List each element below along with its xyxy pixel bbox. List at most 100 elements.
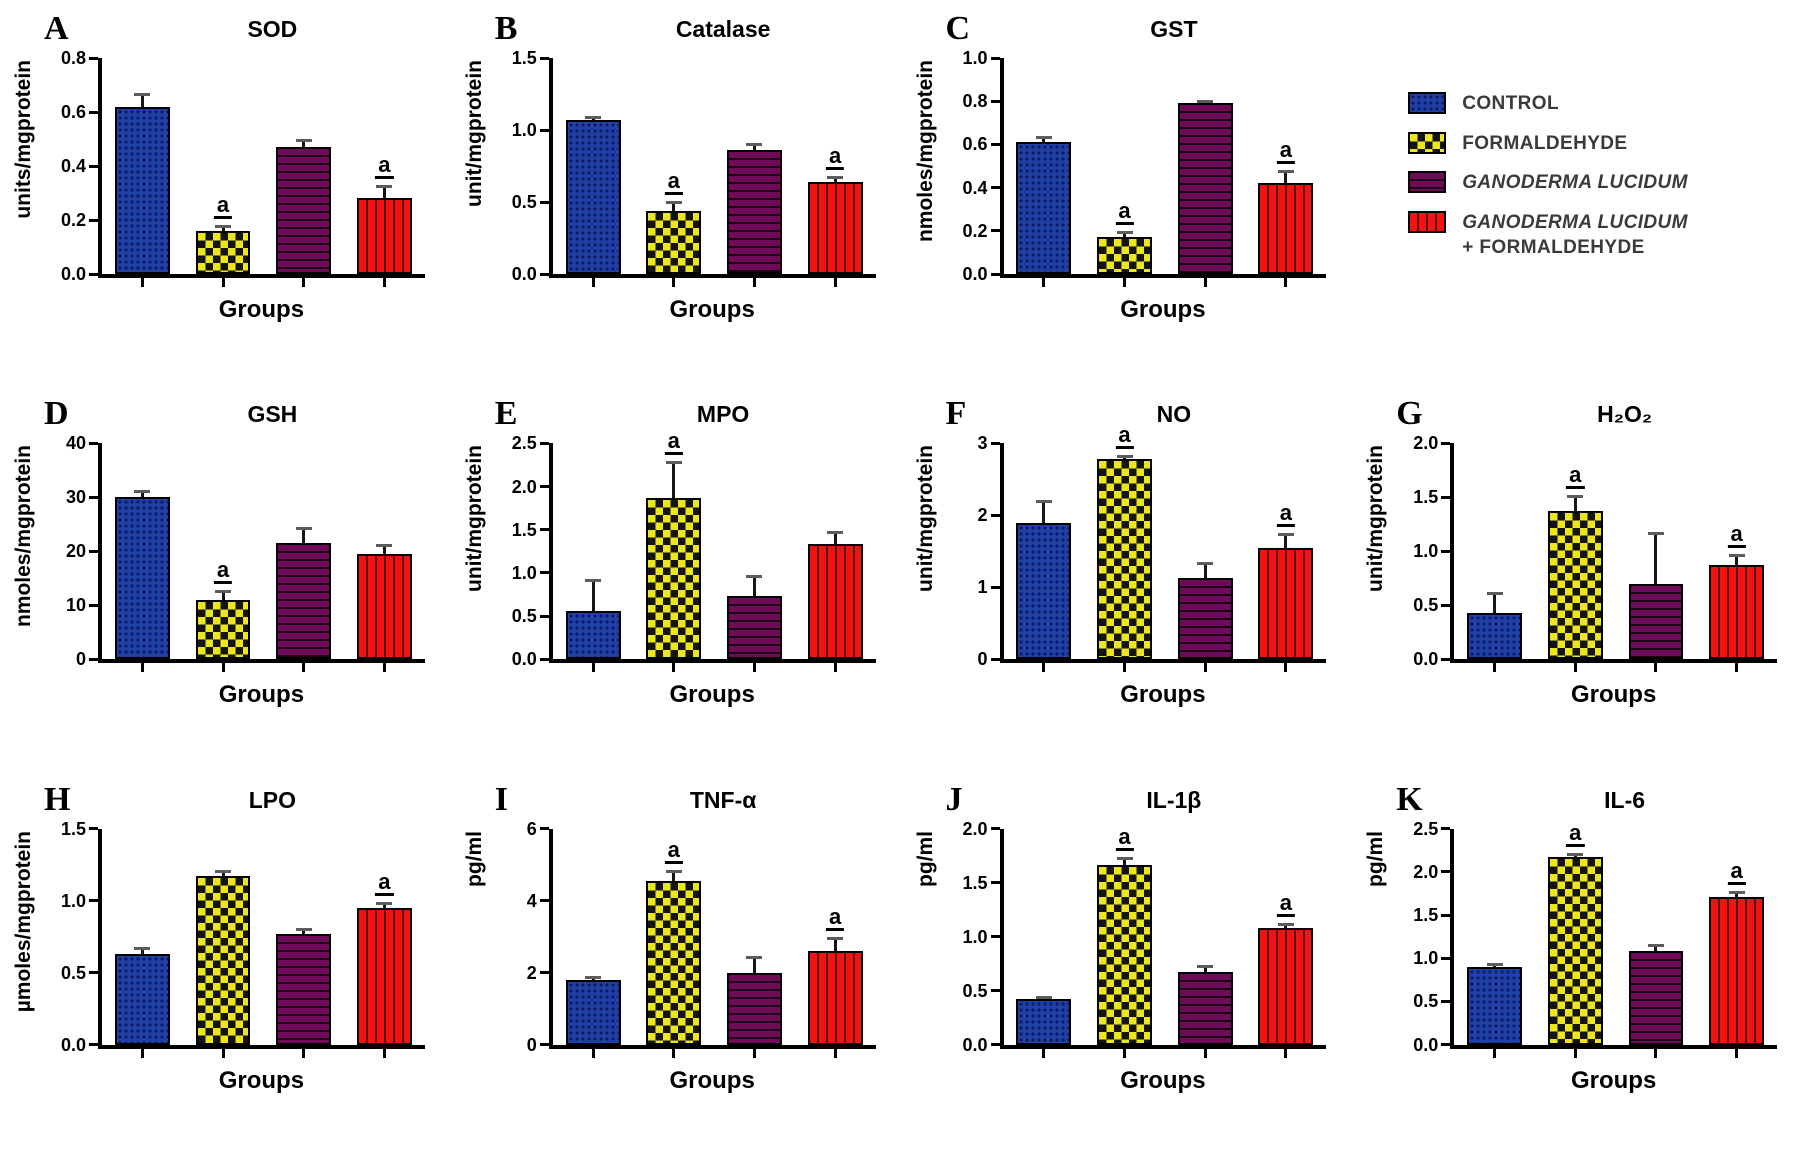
y-axis-label-text: nmoles/mgprotein bbox=[12, 445, 35, 628]
bar-formaldehyde bbox=[1097, 237, 1152, 274]
error-bar-cap bbox=[1567, 852, 1584, 856]
y-tick bbox=[89, 218, 98, 222]
panel-letter: G bbox=[1396, 395, 1423, 433]
error-bar-cap bbox=[1035, 499, 1052, 503]
bar-ganoderma-lucidum bbox=[276, 147, 332, 274]
y-tick bbox=[89, 657, 98, 661]
y-tick bbox=[89, 272, 98, 276]
error-bar-cap bbox=[1277, 533, 1294, 537]
legend-item-ganoderma-lucidum-formaldehyde: GANODERMA LUCIDUM + FORMALDEHYDE bbox=[1408, 211, 1803, 260]
y-axis-label-text: pg/ml bbox=[1364, 830, 1388, 887]
y-tick-label: 0 bbox=[75, 649, 86, 670]
y-tick-label: 0.2 bbox=[60, 210, 86, 230]
y-tick bbox=[1441, 441, 1451, 445]
significance-label: a bbox=[664, 429, 683, 455]
error-bar bbox=[1735, 553, 1739, 566]
y-tick bbox=[539, 128, 549, 132]
legend-label-line2: + FORMALDEHYDE bbox=[1462, 236, 1645, 258]
x-tick bbox=[672, 663, 676, 673]
chart-panel-d: D GSH nmoles/mgprotein 0 10 20 30 40 a Groups bbox=[0, 389, 451, 774]
x-axis-label: Groups bbox=[1570, 1066, 1657, 1094]
bar-control bbox=[1016, 999, 1072, 1045]
bar-ganoderma-lucidum bbox=[1177, 972, 1233, 1045]
bar-control bbox=[565, 610, 621, 660]
y-tick-label: 1.5 bbox=[511, 48, 537, 68]
y-tick bbox=[539, 528, 549, 532]
legend-label-group: FORMALDEHYDE bbox=[1462, 132, 1627, 157]
y-tick bbox=[990, 1043, 1000, 1047]
panel-header: K IL-6 bbox=[1358, 781, 1777, 829]
error-bar bbox=[1203, 964, 1207, 973]
y-tick bbox=[990, 186, 1000, 190]
y-axis-label: pg/ml bbox=[457, 829, 493, 1095]
y-tick bbox=[1441, 1043, 1451, 1047]
y-tick-label: 2.5 bbox=[511, 433, 537, 454]
error-bar-cap bbox=[746, 956, 763, 960]
error-bar bbox=[1493, 592, 1497, 613]
x-tick bbox=[672, 278, 676, 287]
y-axis-label-text: unit/mgprotein bbox=[1364, 445, 1388, 593]
plot-area: 0.0 0.5 1.0 1.5 a bbox=[61, 819, 425, 1058]
plot-column: 0.0 0.5 1.0 1.5 a a Groups bbox=[493, 48, 876, 324]
plot-area: 0.0 0.5 1.0 1.5 2.0 a a bbox=[962, 819, 1327, 1058]
x-tick bbox=[591, 663, 595, 673]
y-tick-label: 1.0 bbox=[60, 890, 86, 911]
y-axis-label-text: nmoles/mgprotein bbox=[913, 60, 937, 243]
y-tick-label: 0.8 bbox=[60, 48, 86, 68]
y-tick-label: 2.0 bbox=[962, 818, 988, 839]
plot-column: 0 1 2 3 a a Groups bbox=[944, 423, 1327, 709]
x-tick bbox=[140, 663, 144, 673]
y-tick bbox=[990, 513, 1000, 517]
y-axis-label-text: pg/ml bbox=[913, 830, 937, 887]
x-tick bbox=[1284, 663, 1288, 673]
error-bar-cap bbox=[1197, 964, 1214, 968]
significance-label: a bbox=[375, 153, 394, 179]
y-tick bbox=[990, 441, 1000, 445]
x-tick bbox=[1042, 663, 1046, 673]
bar-formaldehyde bbox=[1097, 459, 1152, 660]
chart-panel-b: B Catalase unit/mgprotein 0.0 0.5 1.0 1.5 a a Gro… bbox=[451, 4, 902, 389]
error-bar bbox=[1203, 562, 1207, 578]
plot-area: 0.0 0.5 1.0 1.5 a a bbox=[512, 48, 876, 287]
error-bar bbox=[591, 579, 595, 611]
panel-header: C GST bbox=[908, 10, 1327, 58]
y-axis-label: pg/ml bbox=[1358, 829, 1394, 1095]
error-bar bbox=[382, 184, 386, 199]
panel-letter: C bbox=[945, 10, 971, 47]
error-bar-cap bbox=[827, 936, 844, 940]
bar-control bbox=[1467, 966, 1523, 1045]
y-tick-label: 20 bbox=[65, 541, 86, 562]
y-tick bbox=[89, 110, 98, 114]
x-tick bbox=[140, 1048, 144, 1058]
significance-label: a bbox=[1276, 891, 1296, 917]
error-bar-cap bbox=[585, 115, 602, 119]
error-bar bbox=[382, 544, 386, 555]
panel-body: unit/mgprotein 0.0 0.5 1.0 1.5 a a Groups bbox=[457, 48, 876, 324]
y-tick bbox=[89, 603, 98, 607]
y-axis-label: nmoles/mgprotein bbox=[6, 443, 42, 709]
y-tick-label: 0.5 bbox=[511, 606, 537, 627]
panel-letter: H bbox=[44, 780, 71, 818]
error-bar-cap bbox=[1647, 943, 1664, 947]
y-tick bbox=[990, 657, 1000, 661]
y-tick-label: 1.5 bbox=[962, 872, 988, 893]
error-bar-cap bbox=[1567, 495, 1584, 499]
panel-title: H₂O₂ bbox=[1597, 401, 1653, 428]
panel-letter: J bbox=[945, 780, 963, 818]
x-tick bbox=[833, 278, 837, 287]
y-tick bbox=[539, 485, 549, 489]
panel-header: J IL-1β bbox=[908, 781, 1327, 829]
x-tick bbox=[1735, 663, 1739, 673]
y-tick bbox=[89, 899, 98, 903]
bar-formaldehyde bbox=[1547, 511, 1603, 660]
x-axis-label: Groups bbox=[669, 296, 755, 323]
bar-ganoderma-lucidum bbox=[727, 150, 782, 274]
error-bar-cap bbox=[827, 176, 844, 180]
error-bar bbox=[1042, 499, 1046, 523]
x-tick bbox=[752, 278, 756, 287]
x-tick bbox=[1042, 1048, 1046, 1058]
bar-ganoderma-lucidum-formaldehyde bbox=[356, 554, 412, 660]
error-bar-cap bbox=[1728, 890, 1745, 894]
significance-label: a bbox=[213, 559, 233, 585]
legend-label-group: GANODERMA LUCIDUM bbox=[1462, 171, 1688, 196]
